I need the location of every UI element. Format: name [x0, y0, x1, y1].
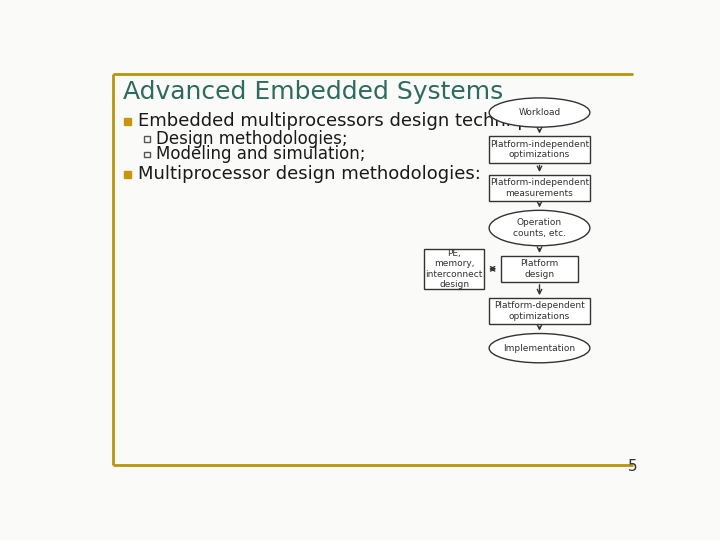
- FancyBboxPatch shape: [489, 175, 590, 201]
- Text: Multiprocessor design methodologies:: Multiprocessor design methodologies:: [138, 165, 481, 183]
- Ellipse shape: [489, 211, 590, 246]
- Ellipse shape: [489, 334, 590, 363]
- Text: Advanced Embedded Systems: Advanced Embedded Systems: [122, 80, 503, 104]
- Bar: [124, 171, 131, 178]
- FancyBboxPatch shape: [489, 137, 590, 163]
- Text: Platform
design: Platform design: [521, 259, 559, 279]
- Bar: [124, 118, 131, 125]
- Text: Embedded multiprocessors design techniques:: Embedded multiprocessors design techniqu…: [138, 112, 560, 130]
- Text: Implementation: Implementation: [503, 343, 575, 353]
- Text: Modeling and simulation;: Modeling and simulation;: [156, 145, 365, 163]
- Text: Workload: Workload: [518, 108, 561, 117]
- Bar: [144, 152, 150, 157]
- Text: Operation
counts, etc.: Operation counts, etc.: [513, 218, 566, 238]
- Text: Platform-independent
optimizations: Platform-independent optimizations: [490, 140, 589, 159]
- Text: 5: 5: [628, 460, 637, 475]
- Bar: [144, 137, 150, 142]
- Ellipse shape: [489, 98, 590, 127]
- Text: PE,
memory,
interconnect
design: PE, memory, interconnect design: [426, 249, 483, 289]
- FancyBboxPatch shape: [424, 249, 485, 289]
- FancyBboxPatch shape: [489, 298, 590, 325]
- Text: Platform-dependent
optimizations: Platform-dependent optimizations: [494, 301, 585, 321]
- FancyBboxPatch shape: [500, 256, 578, 282]
- Text: Design methodologies;: Design methodologies;: [156, 130, 348, 148]
- Text: Platform-independent
measurements: Platform-independent measurements: [490, 178, 589, 198]
